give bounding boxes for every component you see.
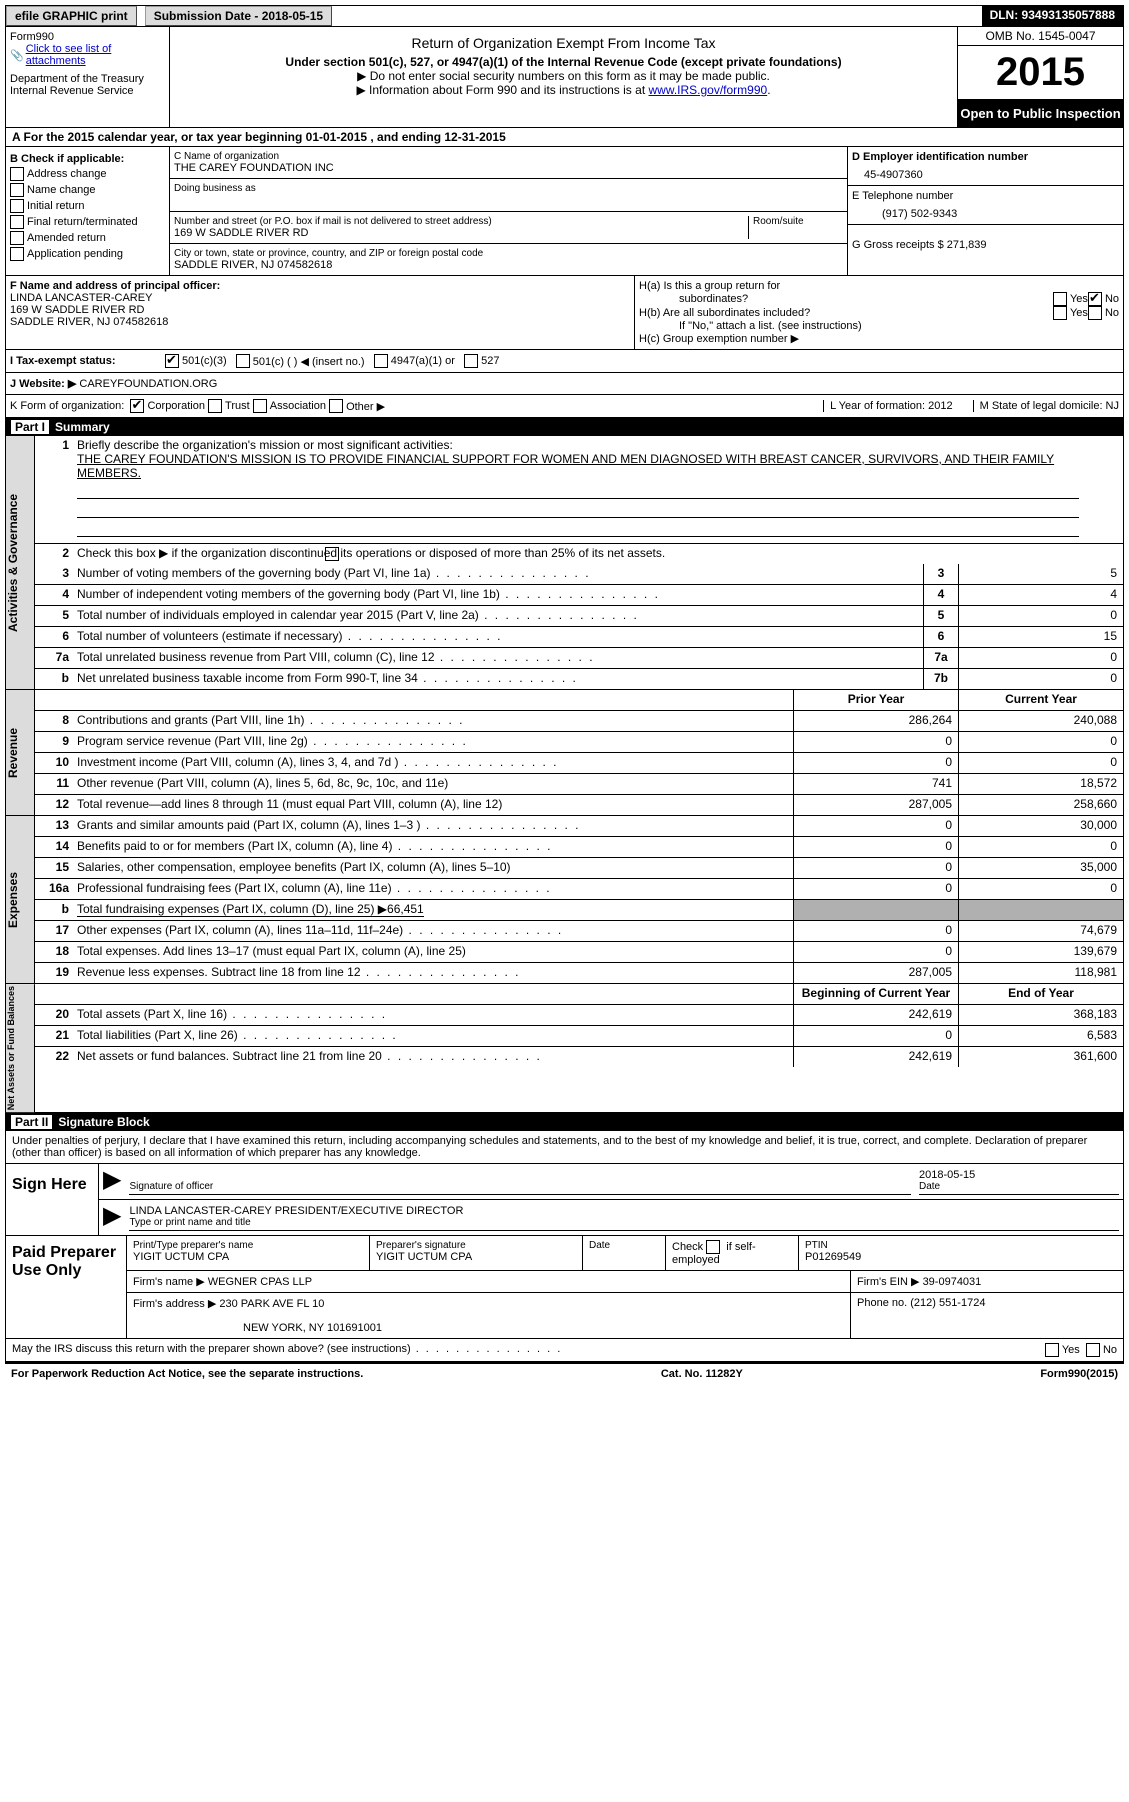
top-bar: efile GRAPHIC print Submission Date - 20… (5, 5, 1124, 27)
attachments-link[interactable]: 📎 Click to see list of attachments (10, 43, 165, 67)
501c3-checkbox[interactable] (165, 354, 179, 368)
initial-return-checkbox[interactable] (10, 199, 24, 213)
part-i-header: Part ISummary (5, 418, 1124, 436)
mission-text: THE CAREY FOUNDATION'S MISSION IS TO PRO… (77, 452, 1119, 480)
line1-label: Briefly describe the organization's miss… (77, 438, 1119, 452)
arrow-icon: ▶ (103, 1204, 121, 1231)
ssn-note: ▶ Do not enter social security numbers o… (174, 69, 953, 83)
officer-name: LINDA LANCASTER-CAREY (10, 292, 630, 304)
arrow-icon: ▶ (103, 1168, 121, 1195)
irs-discuss-question: May the IRS discuss this return with the… (12, 1343, 562, 1357)
hb-note: If "No," attach a list. (see instruction… (639, 320, 1119, 332)
ha-no-checkbox[interactable] (1088, 292, 1102, 306)
paid-preparer-label: Paid Preparer Use Only (6, 1236, 126, 1338)
hc-label: H(c) Group exemption number ▶ (639, 332, 1119, 345)
hb-no-checkbox[interactable] (1088, 306, 1102, 320)
501c-checkbox[interactable] (236, 354, 250, 368)
info-note: ▶ Information about Form 990 and its ins… (174, 83, 953, 97)
form-title: Return of Organization Exempt From Incom… (174, 31, 953, 55)
discuss-yes-checkbox[interactable] (1045, 1343, 1059, 1357)
state-domicile: M State of legal domicile: NJ (973, 400, 1119, 412)
officer-addr1: 169 W SADDLE RIVER RD (10, 304, 630, 316)
officer-label: F Name and address of principal officer: (10, 280, 630, 292)
trust-checkbox[interactable] (208, 399, 222, 413)
gross-receipts: G Gross receipts $ 271,839 (852, 239, 1119, 251)
corporation-checkbox[interactable] (130, 399, 144, 413)
dln-label: DLN: 93493135057888 (982, 6, 1123, 26)
row-j-label: J Website: ▶ (10, 377, 76, 390)
tax-year: 2015 (958, 46, 1123, 100)
attachments-text[interactable]: Click to see list of attachments (26, 43, 165, 67)
city-state-zip: SADDLE RIVER, NJ 074582618 (174, 259, 843, 271)
association-checkbox[interactable] (253, 399, 267, 413)
dept-treasury: Department of the Treasury (10, 73, 165, 85)
form-subtitle: Under section 501(c), 527, or 4947(a)(1)… (174, 55, 953, 69)
net-assets-tab: Net Assets or Fund Balances (6, 984, 35, 1112)
hb-yes-checkbox[interactable] (1053, 306, 1067, 320)
efile-print-button[interactable]: efile GRAPHIC print (6, 6, 137, 26)
line4-value: 4 (958, 585, 1123, 605)
amended-return-checkbox[interactable] (10, 231, 24, 245)
city-label: City or town, state or province, country… (174, 248, 843, 259)
omb-number: OMB No. 1545-0047 (958, 27, 1123, 46)
org-name-label: C Name of organization (174, 151, 843, 162)
line7a-value: 0 (958, 648, 1123, 668)
address-label: Number and street (or P.O. box if mail i… (174, 216, 748, 227)
officer-signature: LINDA LANCASTER-CAREY PRESIDENT/EXECUTIV… (129, 1205, 1119, 1217)
org-name: THE CAREY FOUNDATION INC (174, 162, 843, 174)
ein-value: 45-4907360 (852, 163, 1119, 181)
line2-checkbox[interactable] (325, 547, 339, 561)
penalty-statement: Under penalties of perjury, I declare th… (6, 1131, 1123, 1164)
name-change-checkbox[interactable] (10, 183, 24, 197)
527-checkbox[interactable] (464, 354, 478, 368)
line7b-value: 0 (958, 669, 1123, 689)
sign-here-label: Sign Here (6, 1164, 99, 1235)
submission-date: Submission Date - 2018-05-15 (145, 6, 332, 26)
discuss-no-checkbox[interactable] (1086, 1343, 1100, 1357)
ha-label: H(a) Is this a group return for (639, 280, 780, 292)
irs-label: Internal Revenue Service (10, 85, 165, 97)
year-formation: L Year of formation: 2012 (823, 400, 953, 412)
form-number: Form990 (10, 31, 165, 43)
ha-yes-checkbox[interactable] (1053, 292, 1067, 306)
revenue-tab: Revenue (6, 690, 35, 815)
room-suite-label: Room/suite (749, 216, 843, 239)
officer-addr2: SADDLE RIVER, NJ 074582618 (10, 316, 630, 328)
row-k-label: K Form of organization: (10, 400, 124, 412)
line5-value: 0 (958, 606, 1123, 626)
telephone-label: E Telephone number (852, 190, 1119, 202)
paperwork-notice: For Paperwork Reduction Act Notice, see … (11, 1368, 363, 1380)
final-return-checkbox[interactable] (10, 215, 24, 229)
attachment-icon: 📎 (10, 49, 24, 62)
hb-label: H(b) Are all subordinates included? (639, 307, 810, 319)
self-employed-checkbox[interactable] (706, 1240, 720, 1254)
other-checkbox[interactable] (329, 399, 343, 413)
telephone-value: (917) 502-9343 (852, 202, 1119, 220)
dba-label: Doing business as (174, 183, 843, 194)
address-change-checkbox[interactable] (10, 167, 24, 181)
part-ii-header: Part IISignature Block (5, 1113, 1124, 1131)
street-address: 169 W SADDLE RIVER RD (174, 227, 748, 239)
catalog-number: Cat. No. 11282Y (661, 1368, 743, 1380)
line6-value: 15 (958, 627, 1123, 647)
application-pending-checkbox[interactable] (10, 247, 24, 261)
ein-label: D Employer identification number (852, 151, 1119, 163)
irs-link[interactable]: www.IRS.gov/form990 (648, 83, 767, 97)
form-footer: Form990(2015) (1040, 1368, 1118, 1380)
expenses-tab: Expenses (6, 816, 35, 983)
line3-value: 5 (958, 564, 1123, 584)
row-i-label: I Tax-exempt status: (10, 355, 165, 367)
4947-checkbox[interactable] (374, 354, 388, 368)
website-value: CAREYFOUNDATION.ORG (79, 378, 217, 390)
row-a-tax-year: A For the 2015 calendar year, or tax yea… (5, 128, 1124, 147)
section-b-title: B Check if applicable: (10, 153, 165, 165)
activities-governance-tab: Activities & Governance (6, 436, 35, 689)
open-inspection: Open to Public Inspection (958, 100, 1123, 127)
